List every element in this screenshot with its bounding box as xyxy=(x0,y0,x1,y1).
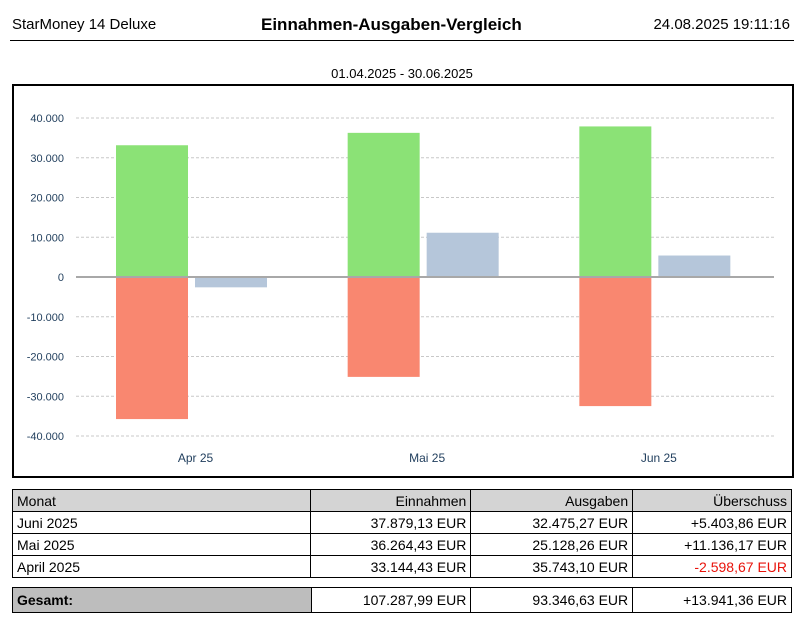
y-tick-label: -40.000 xyxy=(27,431,64,443)
total-row: Gesamt: 107.287,99 EUR 93.346,63 EUR +13… xyxy=(12,587,792,613)
cell-expenses: 35.743,10 EUR xyxy=(470,555,634,578)
cell-income: 33.144,43 EUR xyxy=(310,555,472,578)
table-row[interactable]: Juni 2025 37.879,13 EUR 32.475,27 EUR +5… xyxy=(11,511,792,534)
total-surplus: +13.941,36 EUR xyxy=(632,587,792,613)
surplus-bar xyxy=(658,255,731,277)
surplus-bar xyxy=(426,232,499,277)
y-tick-label: 10.000 xyxy=(30,232,64,244)
chart-frame: 40.000 30.000 20.000 10.000 0 -10.000 -20.000 -… xyxy=(12,84,794,478)
cell-expenses: 32.475,27 EUR xyxy=(470,511,634,534)
table-row[interactable]: Mai 2025 36.264,43 EUR 25.128,26 EUR +11… xyxy=(11,533,792,556)
x-tick-label: Jun 25 xyxy=(641,451,677,465)
cell-month: Mai 2025 xyxy=(11,533,312,556)
y-tick-label: -30.000 xyxy=(27,391,64,403)
col-header-expenses[interactable]: Ausgaben xyxy=(470,489,634,512)
y-tick-label: -10.000 xyxy=(27,312,64,324)
total-income: 107.287,99 EUR xyxy=(310,587,472,613)
income-bar xyxy=(116,145,188,277)
expense-bar xyxy=(116,277,188,420)
total-expenses: 93.346,63 EUR xyxy=(470,587,634,613)
expense-bar xyxy=(579,277,652,407)
income-bar xyxy=(347,132,420,277)
cell-surplus: +11.136,17 EUR xyxy=(632,533,792,556)
expense-bar xyxy=(347,277,420,377)
income-bar xyxy=(579,126,652,278)
surplus-bar xyxy=(195,277,267,288)
col-header-month[interactable]: Monat xyxy=(11,489,312,512)
cell-month: Juni 2025 xyxy=(11,511,312,534)
total-table: Gesamt: 107.287,99 EUR 93.346,63 EUR +13… xyxy=(12,587,792,613)
col-header-surplus[interactable]: Überschuss xyxy=(632,489,792,512)
app-name: StarMoney 14 Deluxe xyxy=(12,16,157,33)
total-label: Gesamt: xyxy=(12,587,312,613)
y-tick-label: 0 xyxy=(58,272,64,284)
cell-income: 37.879,13 EUR xyxy=(310,511,472,534)
y-tick-label: 40.000 xyxy=(30,113,64,125)
x-tick-label: Apr 25 xyxy=(178,451,214,465)
y-tick-label: 20.000 xyxy=(30,193,64,205)
cell-surplus: +5.403,86 EUR xyxy=(632,511,792,534)
table-row[interactable]: April 2025 33.144,43 EUR 35.743,10 EUR -… xyxy=(11,555,792,578)
cell-month: April 2025 xyxy=(11,555,312,578)
header-divider xyxy=(10,40,794,41)
report-period: 01.04.2025 - 30.06.2025 xyxy=(331,66,473,81)
report-datetime: 24.08.2025 19:11:16 xyxy=(653,16,790,33)
report-title: Einnahmen-Ausgaben-Vergleich xyxy=(261,15,522,34)
income-expense-chart: 40.000 30.000 20.000 10.000 0 -10.000 -20.000 -… xyxy=(27,113,774,465)
cell-expenses: 25.128,26 EUR xyxy=(470,533,634,556)
x-tick-label: Mai 25 xyxy=(409,451,445,465)
y-tick-label: -20.000 xyxy=(27,352,64,364)
col-header-income[interactable]: Einnahmen xyxy=(310,489,472,512)
summary-table: Monat Einnahmen Ausgaben Überschuss Juni… xyxy=(11,489,792,578)
cell-income: 36.264,43 EUR xyxy=(310,533,472,556)
y-tick-label: 30.000 xyxy=(30,153,64,165)
table-header-row: Monat Einnahmen Ausgaben Überschuss xyxy=(11,489,792,512)
cell-surplus-negative: -2.598,67 EUR xyxy=(632,555,792,578)
